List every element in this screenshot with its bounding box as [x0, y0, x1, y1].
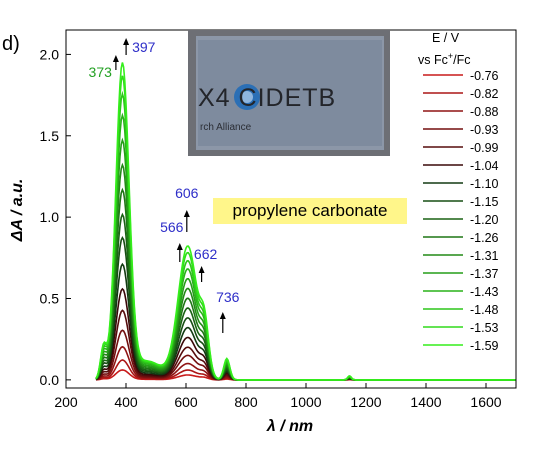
inset-subtext: rch Alliance [200, 122, 252, 133]
legend-entry-label: -0.99 [470, 141, 499, 155]
peak-label: 566 [160, 219, 184, 235]
x-tick-label: 1600 [470, 394, 501, 410]
peak-label: 662 [194, 246, 218, 262]
peak-label: 736 [216, 289, 240, 305]
x-tick-label: 600 [174, 394, 198, 410]
x-tick-label: 1400 [410, 394, 441, 410]
peak-arrow-head [112, 55, 119, 62]
legend-entry-label: -1.31 [470, 249, 499, 263]
x-tick-label: 800 [234, 394, 258, 410]
x-tick-label: 1000 [290, 394, 321, 410]
legend-entry-label: -1.04 [470, 159, 499, 173]
legend-entry-label: -0.76 [470, 69, 499, 83]
legend-entry-label: -1.53 [470, 321, 499, 335]
legend-entry-label: -0.93 [470, 123, 499, 137]
inset-photo: X4 CIDETB rch Alliance [188, 30, 390, 156]
x-axis-title: λ / nm [266, 418, 313, 435]
peak-arrow-head [198, 266, 205, 273]
peak-arrow-head [123, 38, 130, 45]
x-tick-label: 400 [114, 394, 138, 410]
peak-arrow-head [176, 243, 183, 250]
peak-label: 606 [175, 185, 199, 201]
legend-title: E / V [432, 31, 460, 45]
legend-entry-label: -1.48 [470, 303, 499, 317]
legend-entry-label: -1.26 [470, 231, 499, 245]
y-axis-title: ΔA / a.u. [9, 179, 26, 243]
legend-entry-label: -1.10 [470, 177, 499, 191]
y-tick-label: 0.0 [40, 372, 60, 388]
x-axis-ticks: 200 400 600 800 1000 1200 1400 1600 [54, 383, 502, 410]
spectrum-line [95, 62, 516, 381]
legend-entry-label: -1.37 [470, 267, 499, 281]
legend-entry-label: -1.20 [470, 213, 499, 227]
legend-entry-label: -1.15 [470, 195, 499, 209]
peak-label: 373 [89, 64, 113, 80]
y-tick-label: 0.5 [40, 291, 60, 307]
legend: E / V vs Fc+/Fc -0.76 -0.82 -0.88 -0.93 -0.9… [418, 31, 499, 353]
peak-arrow-head [219, 312, 226, 319]
spectra-series-group [95, 62, 516, 381]
peak-annotations: 373 397 566 606 662 736 [89, 38, 240, 333]
x-tick-label: 1200 [350, 394, 381, 410]
legend-entry-label: -0.88 [470, 105, 499, 119]
legend-subtitle: vs Fc+/Fc [418, 51, 470, 67]
solvent-label: propylene carbonate [213, 198, 407, 224]
y-tick-label: 1.5 [40, 128, 60, 144]
inset-logo-highlight [241, 91, 253, 103]
inset-cuvette-window [198, 40, 382, 146]
legend-entry-label: -1.43 [470, 285, 499, 299]
peak-label: 397 [132, 39, 156, 55]
legend-entry-label: -0.82 [470, 87, 499, 101]
panel-label: d) [2, 33, 20, 55]
legend-entry-label: -1.59 [470, 339, 499, 353]
y-axis-ticks: 0.0 0.5 1.0 1.5 2.0 [40, 46, 71, 388]
peak-arrow-head [183, 210, 190, 217]
inset-logo-text: X4 CIDETB [198, 84, 336, 112]
x-tick-label: 200 [54, 394, 78, 410]
y-tick-label: 1.0 [40, 209, 60, 225]
y-tick-label: 2.0 [40, 46, 60, 62]
